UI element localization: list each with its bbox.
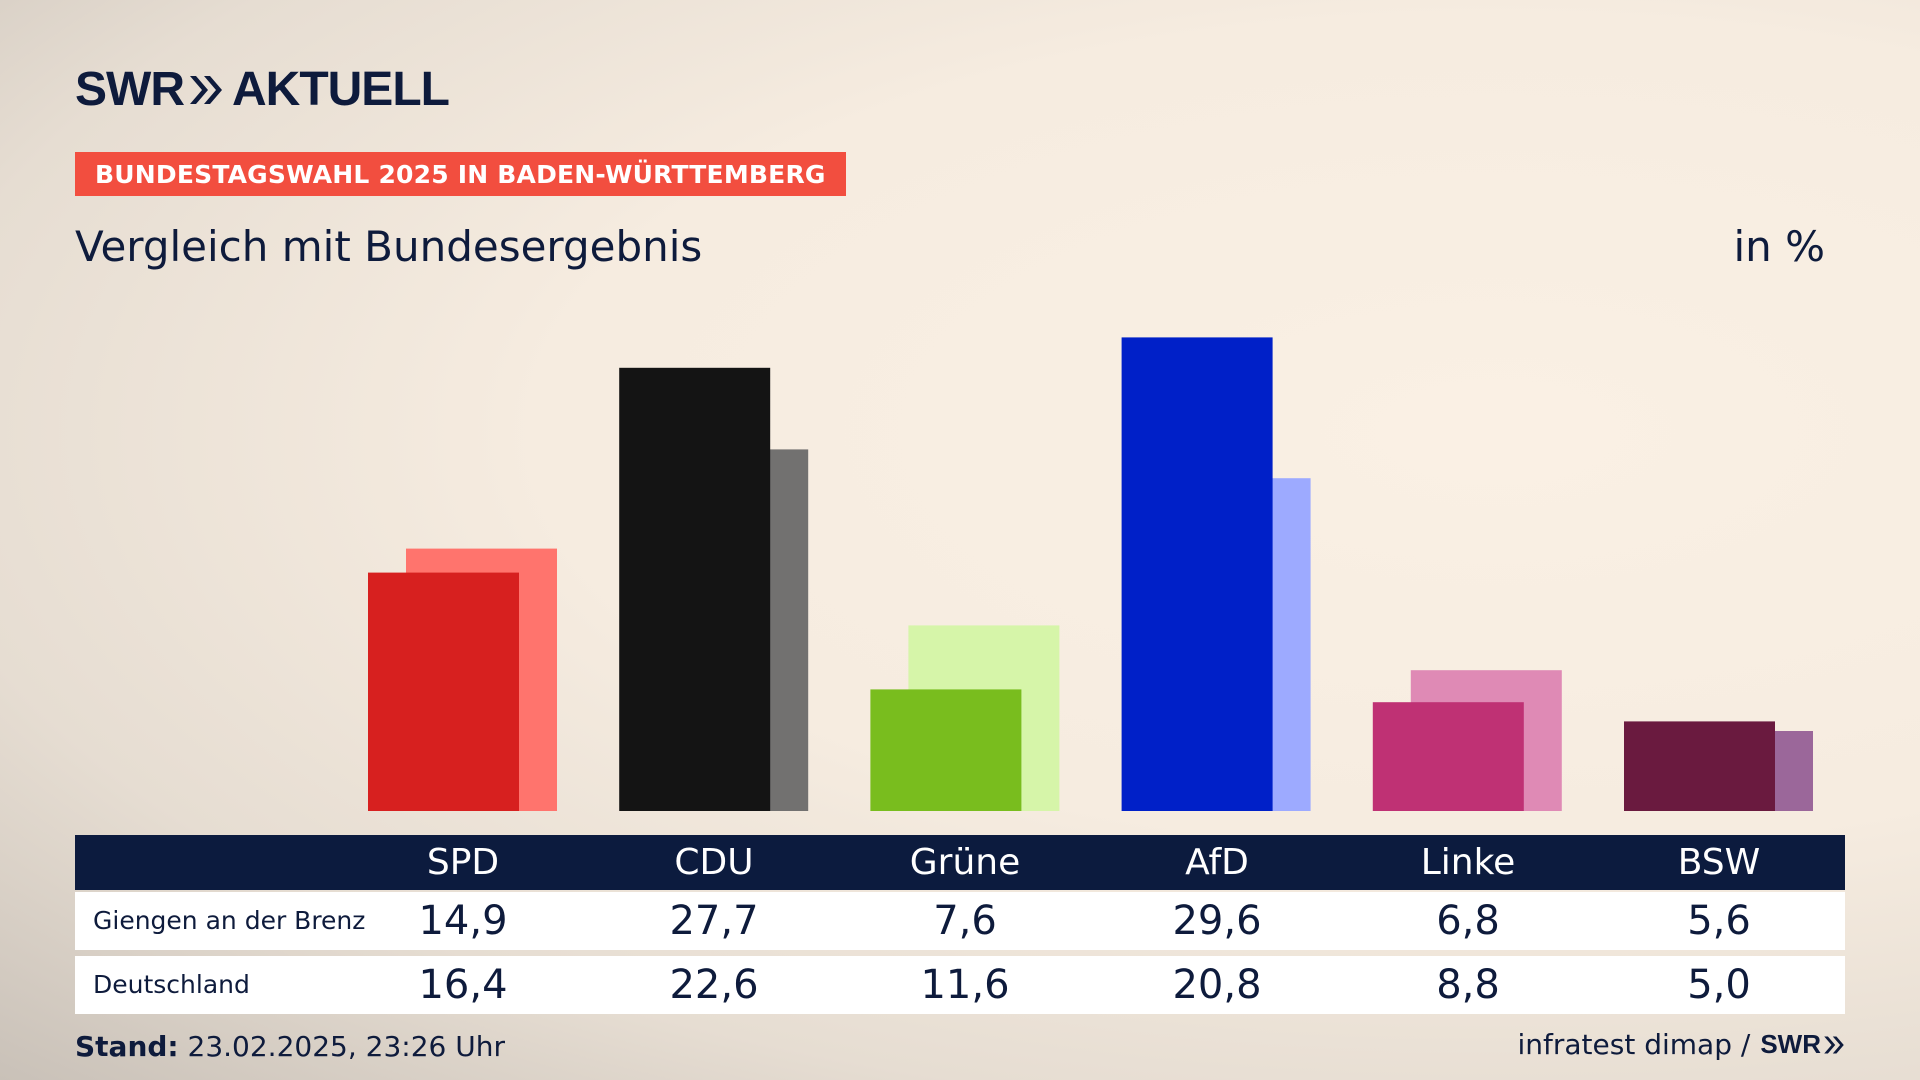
header-linke: Linke bbox=[1420, 842, 1516, 883]
cell-value: 29,6 bbox=[1172, 898, 1262, 944]
header-cdu: CDU bbox=[674, 842, 754, 883]
bar-local-afd bbox=[1121, 337, 1273, 811]
table-header-row: SPD CDU Grüne AfD Linke BSW bbox=[75, 835, 1845, 890]
double-chevron-icon bbox=[189, 76, 222, 104]
unit-label: in % bbox=[1733, 222, 1825, 271]
bar-chart bbox=[368, 337, 1813, 811]
bar-local-cdu bbox=[619, 367, 771, 811]
stand-value: 23.02.2025, 23:26 Uhr bbox=[178, 1030, 505, 1063]
cell-value: 20,8 bbox=[1172, 962, 1262, 1008]
header-bsw: BSW bbox=[1677, 842, 1761, 883]
header-gruene: Grüne bbox=[909, 842, 1021, 883]
cell-value: 27,7 bbox=[669, 898, 759, 944]
cell-value: 5,6 bbox=[1687, 898, 1751, 944]
cell-value: 7,6 bbox=[933, 898, 997, 944]
swr-mini-logo: SWR bbox=[1760, 1029, 1845, 1060]
header-afd: AfD bbox=[1185, 842, 1249, 883]
chart-subtitle: Vergleich mit Bundesergebnis bbox=[75, 222, 703, 271]
bar-local-spd bbox=[368, 572, 519, 811]
source-text: infratest dimap / bbox=[1517, 1028, 1751, 1061]
table-row: Giengen an der Brenz 14,9 27,7 7,6 29,6 … bbox=[75, 892, 1845, 950]
cell-value: 11,6 bbox=[920, 962, 1010, 1008]
mini-logo-text: SWR bbox=[1760, 1029, 1821, 1059]
table-row: Deutschland 16,4 22,6 11,6 20,8 8,8 5,0 bbox=[75, 956, 1845, 1014]
logo-suffix: AKTUELL bbox=[231, 63, 450, 116]
row-label-local: Giengen an der Brenz bbox=[93, 906, 366, 935]
timestamp: Stand: 23.02.2025, 23:26 Uhr bbox=[75, 1030, 505, 1063]
cell-value: 14,9 bbox=[418, 898, 508, 944]
results-table: SPD CDU Grüne AfD Linke BSW Giengen an d… bbox=[75, 835, 1845, 1014]
cell-value: 6,8 bbox=[1436, 898, 1500, 944]
header-spd: SPD bbox=[426, 842, 500, 883]
bar-local-linke bbox=[1372, 702, 1524, 811]
cell-value: 22,6 bbox=[669, 962, 759, 1008]
cell-value: 5,0 bbox=[1687, 962, 1751, 1008]
logo-brand: SWR bbox=[75, 63, 185, 116]
cell-value: 8,8 bbox=[1436, 962, 1500, 1008]
election-badge: BUNDESTAGSWAHL 2025 IN BADEN-WÜRTTEMBERG bbox=[75, 152, 846, 196]
swr-aktuell-logo: SWR AKTUELL bbox=[75, 63, 450, 116]
bar-local-grüne bbox=[870, 689, 1022, 811]
stand-label: Stand: bbox=[75, 1030, 179, 1063]
row-label-national: Deutschland bbox=[93, 970, 250, 999]
bar-local-bsw bbox=[1624, 721, 1775, 811]
double-chevron-icon bbox=[1824, 1035, 1844, 1054]
source-credit: infratest dimap / SWR bbox=[1518, 1028, 1846, 1061]
cell-value: 16,4 bbox=[418, 962, 508, 1008]
